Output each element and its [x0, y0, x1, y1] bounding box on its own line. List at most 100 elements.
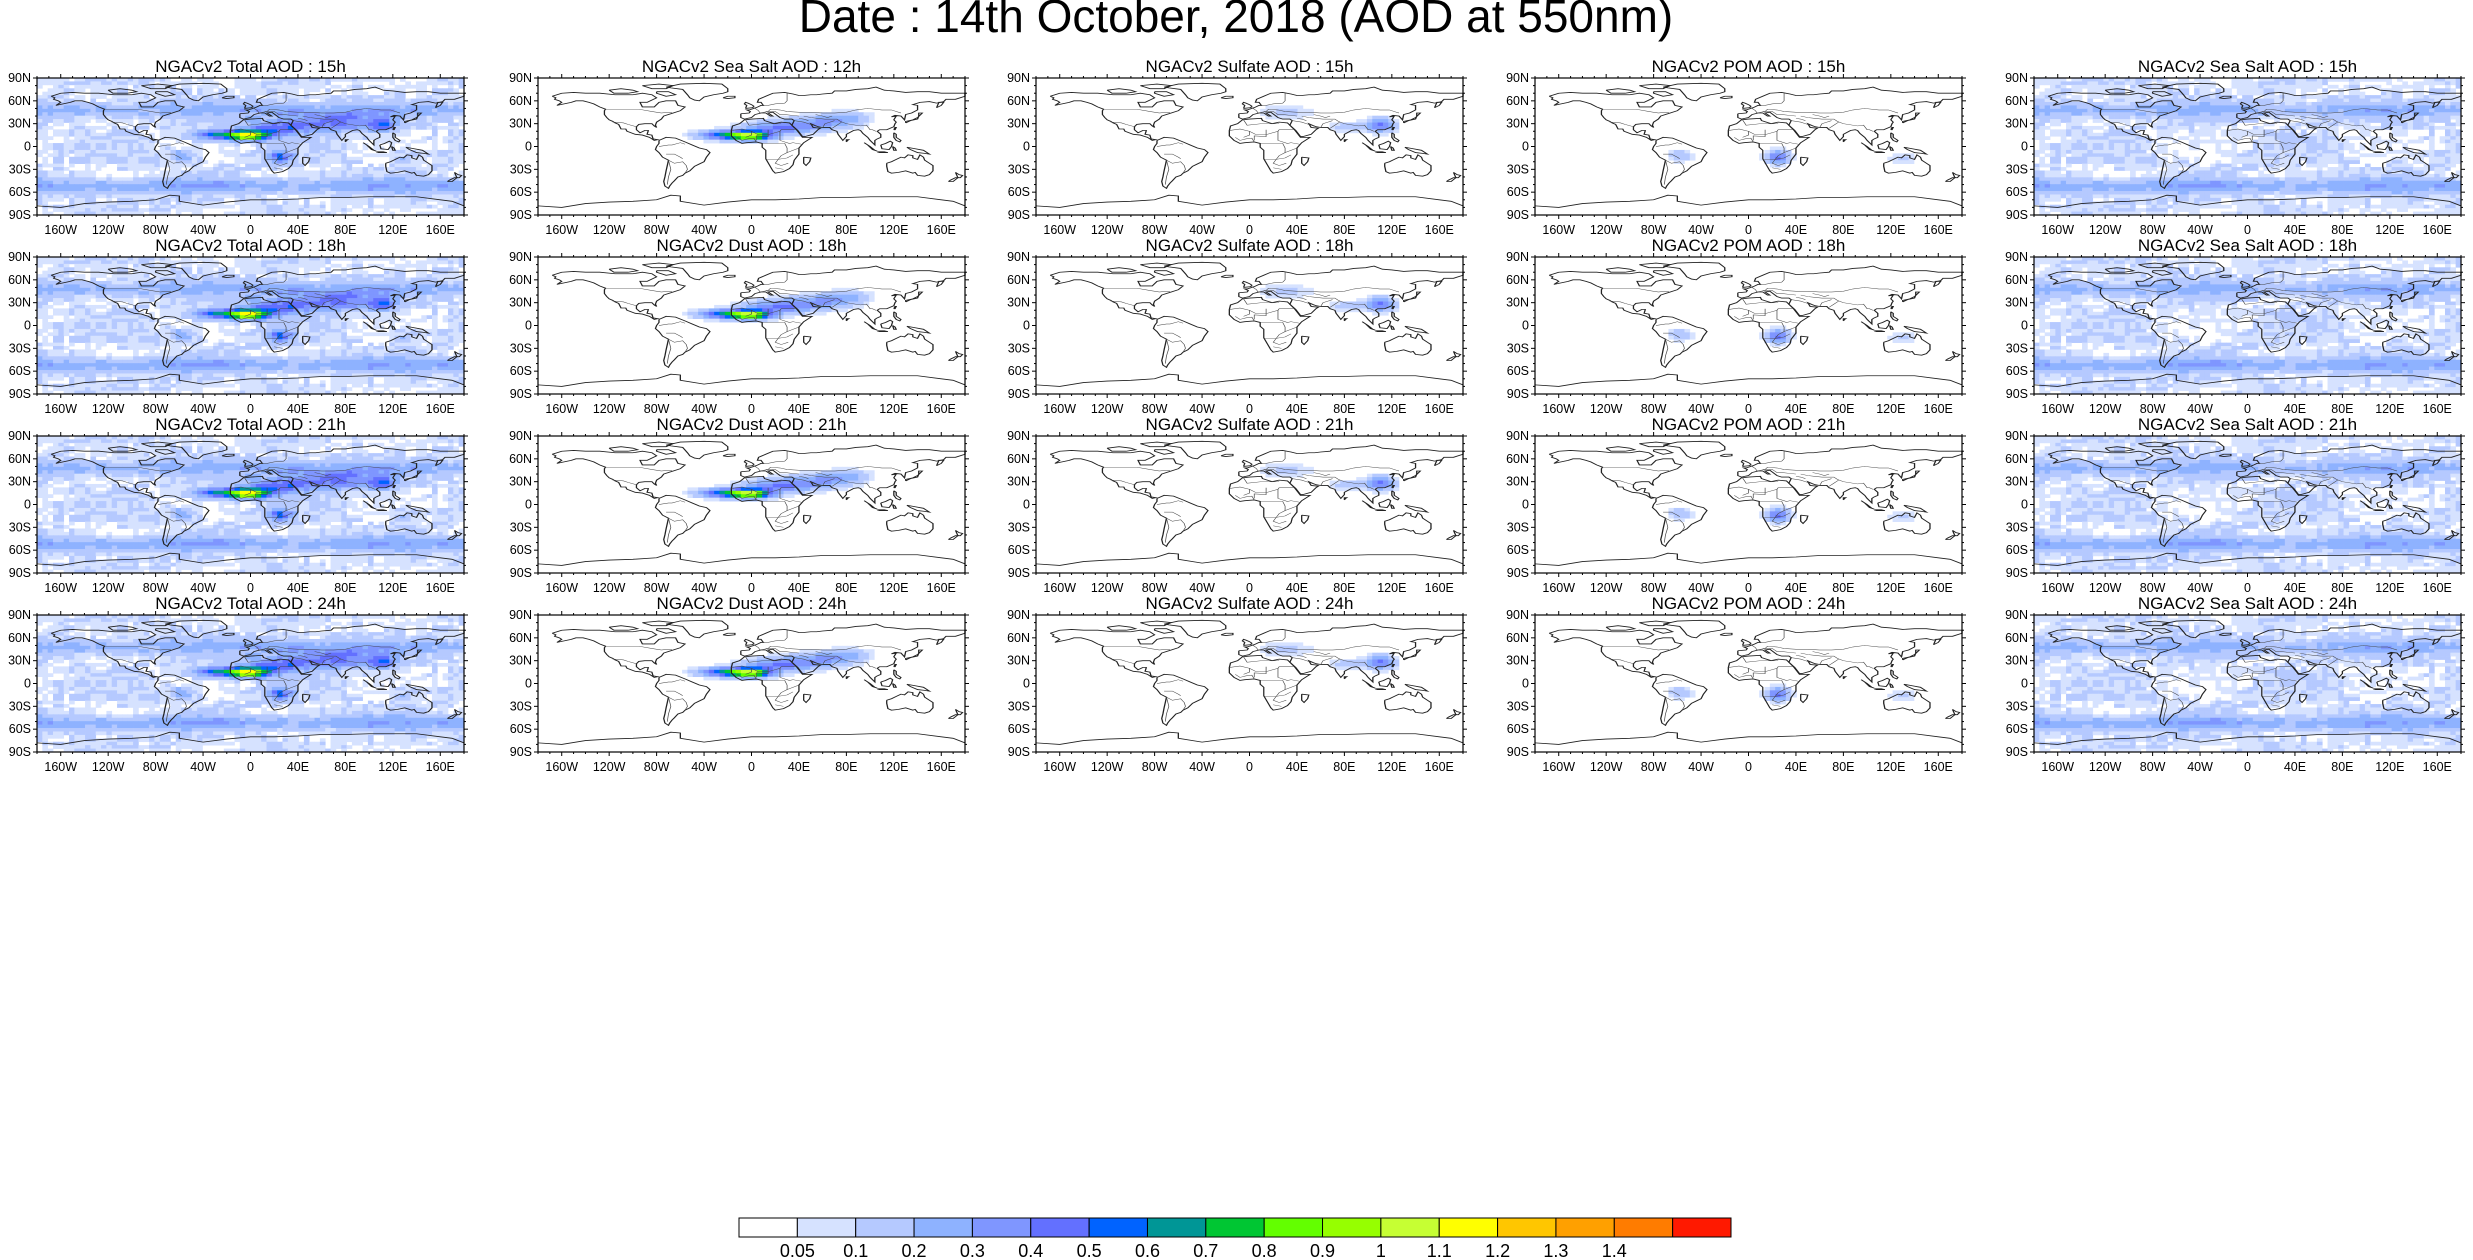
lon-tick-label: 40W [1688, 223, 1714, 237]
lat-tick-label: 30N [1506, 654, 1529, 668]
lat-tick-label: 30N [1007, 654, 1030, 668]
lat-tick-label: 30S [1507, 162, 1529, 176]
lon-tick-label: 160W [2041, 581, 2074, 595]
panel-title: NGACv2 Total AOD : 15h [155, 57, 346, 76]
lon-tick-label: 80E [334, 581, 356, 595]
lon-tick-label: 40E [287, 402, 309, 416]
lon-tick-label: 80E [334, 760, 356, 774]
lat-tick-label: 30S [510, 341, 532, 355]
lat-tick-label: 0 [525, 498, 532, 512]
lat-tick-label: 30S [9, 162, 31, 176]
lon-tick-label: 160W [1043, 581, 1076, 595]
axes: 160W 120W 80W 40W 0 40E 80E 120E 160E90N60N30N03… [1007, 608, 1467, 774]
lat-tick-label: 60N [509, 631, 532, 645]
lat-tick-label: 90N [1506, 250, 1529, 264]
lon-tick-label: 160E [927, 402, 956, 416]
panel-grid: NGACv2 Total AOD : 15h 160W 120W 80W 40W 0 40E… [8, 57, 2465, 774]
lat-tick-label: 0 [24, 498, 31, 512]
coastlines [1535, 83, 1962, 207]
lat-tick-label: 30S [1008, 520, 1030, 534]
lon-tick-label: 80W [644, 581, 670, 595]
lon-tick-label: 80W [644, 402, 670, 416]
lat-tick-label: 60S [9, 722, 31, 736]
lat-tick-label: 30N [1506, 296, 1529, 310]
aod-field [2034, 257, 2461, 394]
lon-tick-label: 120E [1377, 223, 1406, 237]
lat-tick-label: 60N [509, 94, 532, 108]
lon-tick-label: 40W [1189, 581, 1215, 595]
lon-tick-label: 80W [2140, 760, 2166, 774]
aod-field [37, 257, 464, 394]
lat-tick-label: 60S [1008, 543, 1030, 557]
lon-tick-label: 40W [691, 402, 717, 416]
lon-tick-label: 80E [1333, 760, 1355, 774]
colorbar-swatch [1089, 1218, 1147, 1237]
lon-tick-label: 80E [1333, 223, 1355, 237]
coastlines [538, 262, 965, 386]
lat-tick-label: 90N [2005, 429, 2028, 443]
lon-tick-label: 120W [1091, 581, 1124, 595]
lon-tick-label: 80W [2140, 223, 2166, 237]
coastlines [1036, 441, 1463, 565]
lon-tick-label: 160W [2041, 223, 2074, 237]
lat-tick-label: 30S [1507, 699, 1529, 713]
lat-tick-label: 90N [8, 608, 31, 622]
lon-tick-label: 40E [2284, 223, 2306, 237]
lat-tick-label: 60S [2006, 364, 2028, 378]
lat-tick-label: 60N [1506, 631, 1529, 645]
lat-tick-label: 30N [2005, 117, 2028, 131]
lat-tick-label: 30N [1007, 475, 1030, 489]
aod-field [2034, 615, 2461, 752]
panel-title: NGACv2 Sulfate AOD : 24h [1146, 594, 1354, 613]
lon-tick-label: 80E [1832, 402, 1854, 416]
lon-tick-label: 160W [2041, 402, 2074, 416]
lon-tick-label: 160E [426, 760, 455, 774]
lat-tick-label: 90S [9, 387, 31, 401]
lat-tick-label: 90S [1507, 745, 1529, 759]
lon-tick-label: 40E [1785, 223, 1807, 237]
lon-tick-label: 80W [143, 760, 169, 774]
aod-field [2034, 436, 2461, 573]
lon-tick-label: 0 [2244, 402, 2251, 416]
panel-title: NGACv2 Sulfate AOD : 18h [1146, 236, 1354, 255]
lon-tick-label: 120W [2089, 402, 2122, 416]
lon-tick-label: 80E [334, 402, 356, 416]
lat-tick-label: 90N [2005, 250, 2028, 264]
panel-title: NGACv2 POM AOD : 24h [1652, 594, 1846, 613]
panel-title: NGACv2 Sea Salt AOD : 12h [642, 57, 861, 76]
lat-tick-label: 0 [2021, 677, 2028, 691]
aod-field [37, 615, 464, 752]
aod-field [682, 646, 875, 681]
lon-tick-label: 40W [1688, 402, 1714, 416]
lat-tick-label: 30N [2005, 654, 2028, 668]
lat-tick-label: 90S [1008, 208, 1030, 222]
colorbar-label: 0.5 [1077, 1241, 1102, 1260]
lon-tick-label: 120E [879, 581, 908, 595]
lon-tick-label: 80W [644, 760, 670, 774]
lon-tick-label: 80E [1832, 581, 1854, 595]
axes: 160W 120W 80W 40W 0 40E 80E 120E 160E90N60N30N03… [1007, 71, 1467, 237]
panel-title: NGACv2 Dust AOD : 21h [657, 415, 847, 434]
lon-tick-label: 0 [1246, 223, 1253, 237]
lat-tick-label: 30N [1007, 296, 1030, 310]
lon-tick-label: 160E [1425, 760, 1454, 774]
lon-tick-label: 0 [1246, 760, 1253, 774]
lat-tick-label: 90S [1507, 566, 1529, 580]
lat-tick-label: 60S [2006, 543, 2028, 557]
panel-title: NGACv2 Sulfate AOD : 15h [1146, 57, 1354, 76]
lat-tick-label: 60S [510, 185, 532, 199]
lon-tick-label: 120W [1590, 581, 1623, 595]
lon-tick-label: 120E [1377, 402, 1406, 416]
lon-tick-label: 160E [426, 223, 455, 237]
lon-tick-label: 160W [1542, 402, 1575, 416]
panel-title: NGACv2 Dust AOD : 18h [657, 236, 847, 255]
panel-title: NGACv2 Sea Salt AOD : 21h [2138, 415, 2357, 434]
lon-tick-label: 80E [1832, 760, 1854, 774]
